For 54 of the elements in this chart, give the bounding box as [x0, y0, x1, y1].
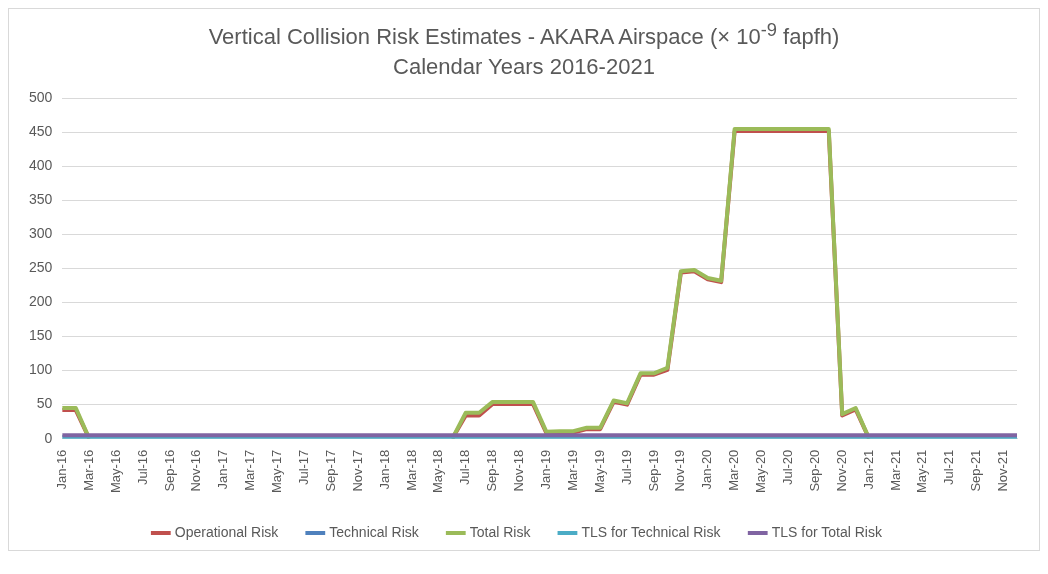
- x-tick-label: Jul-17: [295, 449, 311, 486]
- y-tick-label: 450: [29, 123, 53, 140]
- x-tick-label: Jan-17: [215, 449, 231, 490]
- x-tick-label: May-21: [914, 449, 930, 494]
- x-tick-label: Mar-19: [564, 449, 580, 492]
- y-tick-label: 100: [29, 361, 53, 378]
- x-tick-label: Mar-17: [242, 449, 258, 492]
- x-tick-label: Jan-18: [376, 449, 392, 490]
- legend-label: Operational Risk: [174, 524, 280, 541]
- x-tick-label: Nov-21: [995, 449, 1011, 492]
- x-tick-label: Sep-19: [645, 449, 661, 492]
- y-tick-label: 500: [29, 89, 53, 106]
- x-tick-label: Jan-16: [53, 449, 69, 490]
- x-tick-label: Mar-18: [403, 449, 419, 492]
- y-tick-label: 50: [36, 395, 53, 412]
- x-tick-label: Jul-16: [134, 449, 150, 486]
- legend-label: TLS for Total Risk: [771, 524, 883, 541]
- x-tick-label: Nov-19: [672, 449, 688, 492]
- x-tick-label: Sep-16: [161, 449, 177, 492]
- x-tick-label: Nov-18: [511, 449, 527, 492]
- y-tick-label: 0: [44, 429, 53, 446]
- legend-label: TLS for Technical Risk: [581, 524, 722, 541]
- x-tick-label: Jul-18: [457, 449, 473, 486]
- x-tick-label: Sep-18: [484, 449, 500, 492]
- x-tick-label: May-19: [591, 449, 607, 494]
- x-tick-label: Nov-20: [833, 449, 849, 492]
- x-tick-label: May-18: [430, 449, 446, 494]
- y-tick-label: 200: [29, 293, 53, 310]
- x-tick-label: Sep-20: [806, 449, 822, 492]
- x-tick-label: Sep-21: [968, 449, 984, 492]
- x-tick-label: Mar-16: [80, 449, 96, 492]
- chart-subtitle: Calendar Years 2016-2021: [392, 54, 656, 81]
- x-tick-label: Jul-20: [780, 449, 795, 486]
- x-tick-label: Nov-16: [188, 449, 204, 492]
- y-tick-label: 300: [29, 225, 53, 242]
- legend-label: Total Risk: [469, 524, 532, 541]
- x-tick-label: Sep-17: [322, 449, 338, 492]
- x-tick-label: May-17: [269, 449, 285, 494]
- y-tick-label: 400: [29, 157, 53, 174]
- x-tick-label: Jan-20: [699, 449, 715, 490]
- legend-label: Technical Risk: [329, 524, 420, 541]
- x-tick-label: Jul-19: [618, 449, 634, 486]
- y-tick-label: 350: [29, 191, 53, 208]
- x-tick-label: Jul-21: [941, 449, 957, 486]
- x-tick-label: May-20: [753, 449, 769, 494]
- x-tick-label: Mar-21: [887, 449, 903, 492]
- x-tick-label: May-16: [107, 449, 123, 494]
- x-tick-label: Nov-17: [349, 449, 365, 492]
- x-tick-label: Jan-19: [537, 449, 553, 490]
- x-tick-label: Mar-20: [726, 449, 742, 492]
- y-tick-label: 250: [29, 259, 53, 276]
- y-tick-label: 150: [29, 327, 53, 344]
- x-tick-label: Jan-21: [860, 449, 876, 490]
- chart-title: Vertical Collision Risk Estimates - AKARA Airspace (× 10$^{-9}$ fapfh): [207, 19, 841, 51]
